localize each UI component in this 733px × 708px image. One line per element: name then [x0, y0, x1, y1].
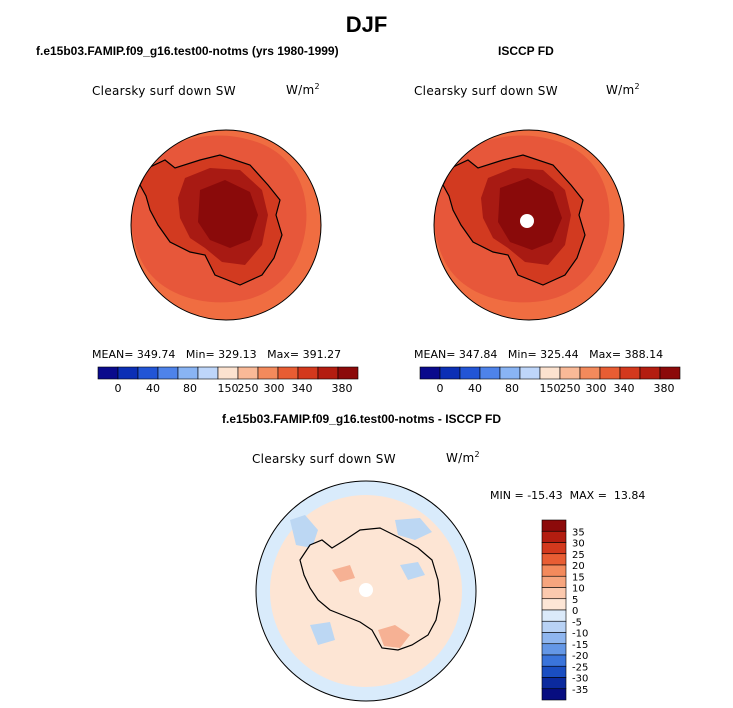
colorbar-1-swatch — [337, 366, 359, 380]
panel-3-missing-pole — [359, 583, 373, 597]
colorbar-3-label: 15 — [572, 572, 585, 583]
colorbar-3-swatch — [541, 564, 567, 577]
colorbar-3-swatch — [541, 598, 567, 611]
colorbar-3-swatch — [541, 587, 567, 600]
panel-2-units: W/m2 — [606, 82, 640, 97]
colorbar-2-label: 380 — [654, 382, 675, 395]
panel-1-title: f.e15b03.FAMIP.f09_g16.test00-notms (yrs… — [36, 44, 339, 58]
colorbar-3-label: 30 — [572, 539, 585, 550]
panel-3-neg-patch-2 — [395, 518, 432, 540]
panel-2-field-label: Clearsky surf down SW — [414, 84, 558, 98]
colorbar-2-label: 80 — [505, 382, 519, 395]
colorbar-3-label: 25 — [572, 550, 585, 561]
panel-1-dome — [198, 180, 258, 248]
colorbar-3-swatch — [541, 654, 567, 667]
colorbar-3-swatch — [541, 609, 567, 622]
colorbar-3-label: 0 — [572, 606, 578, 617]
panel-2-colorbar: 0 40 80 150 250 300 340 380 — [419, 366, 681, 395]
panel-2-dome — [498, 178, 562, 250]
colorbar-3-swatch — [541, 530, 567, 543]
colorbar-3-swatch — [541, 553, 567, 566]
colorbar-2-label: 150 — [540, 382, 561, 395]
panel-2-title: ISCCP FD — [498, 44, 554, 58]
panel-3-field-label: Clearsky surf down SW — [252, 452, 396, 466]
panel-3-neg-patch-4 — [400, 562, 425, 580]
colorbar-3-swatch — [541, 542, 567, 555]
colorbar-3-label: -5 — [572, 617, 582, 628]
colorbar-3-swatch — [541, 575, 567, 588]
colorbar-2-label: 300 — [586, 382, 607, 395]
colorbar-2-label: 250 — [560, 382, 581, 395]
colorbar-3-label: 10 — [572, 584, 585, 595]
colorbar-3-label: -20 — [572, 651, 588, 662]
panel-3-units: W/m2 — [446, 450, 480, 465]
colorbar-2-swatch — [659, 366, 681, 380]
colorbar-3-swatch — [541, 632, 567, 645]
colorbar-2-label: 40 — [468, 382, 482, 395]
colorbar-3-label: -30 — [572, 674, 588, 685]
panel-1-field-label: Clearsky surf down SW — [92, 84, 236, 98]
colorbar-3-label: 20 — [572, 561, 585, 572]
colorbar-3-swatch — [541, 643, 567, 656]
colorbar-2-label: 0 — [437, 382, 444, 395]
colorbar-1-label: 0 — [115, 382, 122, 395]
panel-1-colorbar: 0 40 80 150 250 300 340 380 — [97, 366, 359, 395]
colorbar-3-label: 5 — [572, 595, 578, 606]
colorbar-1-label: 340 — [292, 382, 313, 395]
colorbar-3-swatch — [541, 688, 567, 701]
colorbar-1-label: 380 — [332, 382, 353, 395]
panel-1-units: W/m2 — [286, 82, 320, 97]
panel-3-neg-patch-1 — [290, 515, 318, 548]
panel-1-stats: MEAN= 349.74 Min= 329.13 Max= 391.27 — [92, 348, 342, 361]
colorbar-3-label: 35 — [572, 527, 585, 538]
panel-3-pos-patch-1 — [378, 625, 410, 648]
colorbar-3-label: -35 — [572, 685, 588, 696]
panel-3-pos-patch-2 — [332, 565, 355, 582]
colorbar-1-label: 80 — [183, 382, 197, 395]
colorbar-3-swatch — [541, 665, 567, 678]
colorbar-1-label: 40 — [146, 382, 160, 395]
colorbar-1-label: 250 — [238, 382, 259, 395]
panel-2-stats: MEAN= 347.84 Min= 325.44 Max= 388.14 — [414, 348, 664, 361]
colorbar-3-swatch — [541, 519, 567, 532]
panel-3-neg-patch-3 — [310, 622, 335, 645]
panel-2-missing-pole — [520, 214, 534, 228]
colorbar-3-swatch — [541, 620, 567, 633]
panel-3-title: f.e15b03.FAMIP.f09_g16.test00-notms - IS… — [222, 412, 501, 426]
colorbar-3-label: -25 — [572, 662, 588, 673]
colorbar-3-label: -15 — [572, 640, 588, 651]
page-title: DJF — [345, 12, 388, 37]
colorbar-1-label: 150 — [218, 382, 239, 395]
colorbar-3-swatch — [541, 677, 567, 690]
colorbar-3-label: -10 — [572, 629, 588, 640]
colorbar-2-label: 340 — [614, 382, 635, 395]
panel-3-stats: MIN = -15.43 MAX = 13.84 — [490, 489, 646, 502]
colorbar-1-label: 300 — [264, 382, 285, 395]
